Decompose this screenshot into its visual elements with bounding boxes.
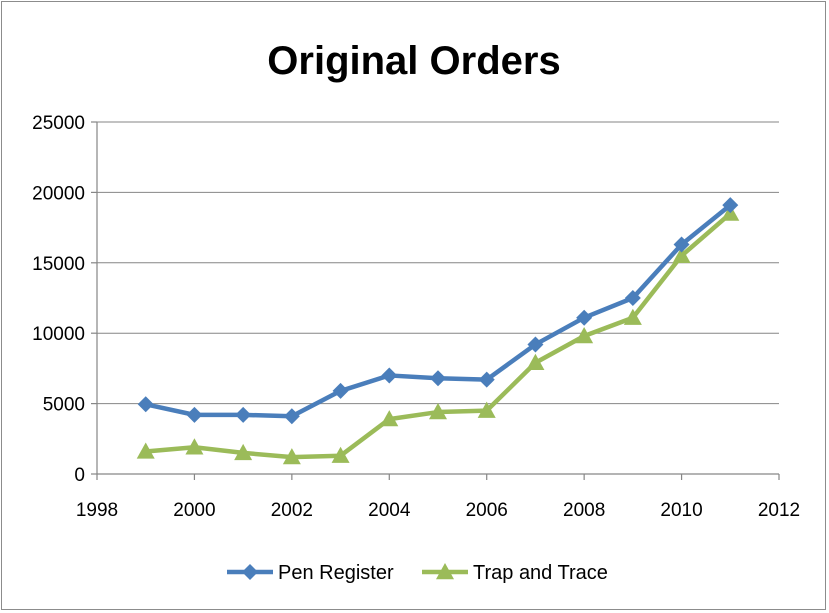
data-point [186,406,203,423]
legend-label: Pen Register [278,562,394,584]
data-point [576,309,593,326]
series-layer [136,197,740,465]
tick-label-x: 2010 [660,500,702,521]
tick-label-x: 2000 [173,500,215,521]
axes: 0 5000 10000 15000 20000 25000 1998 2000 2002 200… [32,113,800,521]
chart-title: Original Orders [267,39,560,83]
data-point [136,442,155,459]
grid [97,121,779,405]
data-point [234,443,253,461]
data-point [722,197,739,214]
tick-label-x: 2008 [563,500,605,521]
legend: Pen Register Trap and Trace [227,562,608,584]
data-point [672,246,691,263]
legend-marker [242,564,258,580]
data-point [235,406,252,423]
data-point [381,367,398,384]
data-point [283,408,300,425]
data-point [478,371,495,388]
data-point [430,370,446,387]
tick-label-x: 2012 [758,500,800,521]
tick-label-y: 15000 [32,254,85,275]
data-point [380,410,399,427]
data-point [185,438,204,455]
legend-label: Trap and Trace [473,562,608,584]
tick-label-x: 2002 [271,500,313,521]
data-point [429,403,447,420]
tick-label-x: 2006 [466,500,508,521]
tick-label-y: 5000 [43,395,85,416]
data-point [673,236,690,253]
tick-label-x: 1998 [76,500,118,521]
data-point [137,396,154,413]
data-point [624,290,641,306]
legend-item: Trap and Trace [422,562,608,584]
data-point [526,353,545,370]
tick-label-y: 0 [74,465,85,486]
series-pen-register [137,197,739,425]
legend-item: Pen Register [227,562,394,584]
series-trap-and-trace [136,204,740,465]
legend-marker [436,563,454,580]
data-point [282,448,301,465]
data-point [331,446,350,463]
tick-label-x: 2004 [368,500,411,521]
data-point [623,308,642,325]
tick-label-y: 25000 [32,113,85,134]
data-point [527,336,544,353]
data-point [575,327,594,344]
tick-label-y: 20000 [32,183,85,204]
data-point [477,401,496,418]
series-line [145,211,732,460]
tick-label-y: 10000 [32,324,85,345]
data-point [332,382,349,399]
